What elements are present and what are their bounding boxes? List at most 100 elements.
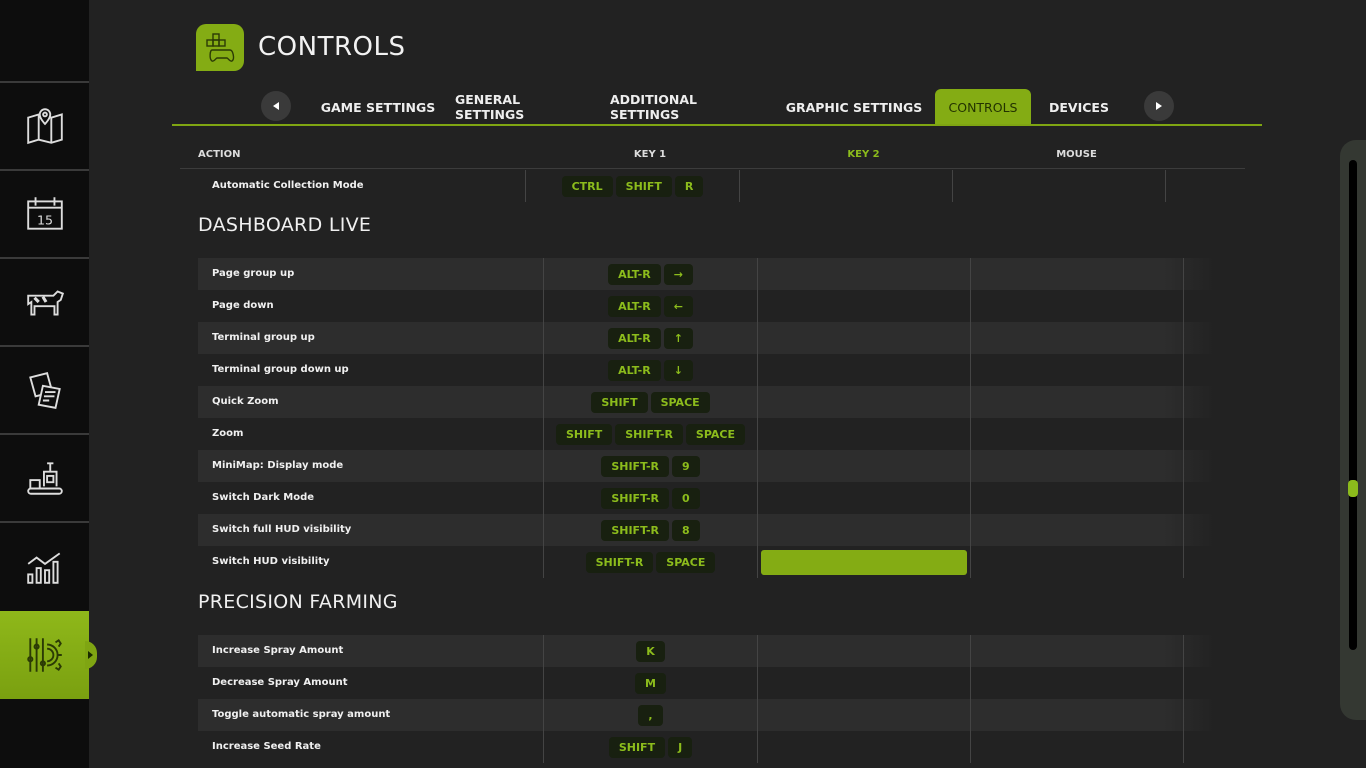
key-badge[interactable]: SPACE — [685, 423, 745, 445]
sidebar-item-statistics[interactable] — [0, 521, 89, 608]
sidebar-item-animals[interactable] — [0, 257, 89, 344]
key-badge[interactable]: 0 — [672, 487, 700, 509]
key-badge[interactable]: CTRL — [561, 175, 613, 197]
table-row[interactable]: Zoom SHIFT SHIFT-R SPACE — [198, 418, 1215, 450]
key1-cell[interactable]: SHIFT SPACE — [543, 386, 757, 418]
tab-next-button[interactable] — [1144, 91, 1174, 121]
key-badge[interactable]: SHIFT — [608, 736, 666, 758]
key1-cell[interactable]: SHIFT-R 8 — [543, 514, 757, 546]
sidebar-item-calendar[interactable]: 15 — [0, 169, 89, 256]
mouse-cell[interactable] — [970, 386, 1183, 418]
key2-cell[interactable] — [757, 635, 970, 667]
key2-cell[interactable] — [757, 699, 970, 731]
key-badge[interactable]: SHIFT-R — [601, 519, 669, 541]
extra-cell[interactable] — [1183, 418, 1215, 450]
key1-cell[interactable]: CTRL SHIFT R — [525, 170, 739, 202]
tab-general-settings[interactable]: GENERAL SETTINGS — [455, 92, 525, 122]
table-row[interactable]: Terminal group up ALT-R ↑ — [198, 322, 1215, 354]
extra-cell[interactable] — [1183, 514, 1215, 546]
table-row[interactable]: Switch HUD visibility SHIFT-R SPACE — [198, 546, 1215, 578]
key-badge[interactable]: R — [674, 175, 704, 197]
extra-cell[interactable] — [1183, 731, 1215, 763]
mouse-cell[interactable] — [970, 354, 1183, 386]
extra-cell[interactable] — [1183, 450, 1215, 482]
key-badge[interactable]: ALT-R — [608, 327, 661, 349]
table-row[interactable]: Increase Seed Rate SHIFT J — [198, 731, 1215, 763]
mouse-cell[interactable] — [970, 731, 1183, 763]
table-row[interactable]: Page group up ALT-R → — [198, 258, 1215, 290]
key2-cell[interactable] — [757, 450, 970, 482]
tab-controls[interactable]: CONTROLS — [935, 89, 1031, 125]
key1-cell[interactable]: ALT-R ↑ — [543, 322, 757, 354]
key1-cell[interactable]: K — [543, 635, 757, 667]
table-row[interactable]: Increase Spray Amount K — [198, 635, 1215, 667]
key1-cell[interactable]: SHIFT J — [543, 731, 757, 763]
extra-cell[interactable] — [1183, 290, 1215, 322]
extra-cell[interactable] — [1183, 258, 1215, 290]
scrollbar-thumb[interactable] — [1348, 480, 1358, 497]
table-row[interactable]: Terminal group down up ALT-R ↓ — [198, 354, 1215, 386]
table-row[interactable]: Page down ALT-R ← — [198, 290, 1215, 322]
key-badge[interactable]: ↑ — [663, 327, 693, 349]
key-badge[interactable]: 9 — [672, 455, 700, 477]
key1-cell[interactable]: SHIFT SHIFT-R SPACE — [543, 418, 757, 450]
table-row[interactable]: Switch Dark Mode SHIFT-R 0 — [198, 482, 1215, 514]
key-badge[interactable]: SHIFT — [591, 391, 648, 413]
key2-cell[interactable] — [757, 482, 970, 514]
key2-cell[interactable] — [757, 667, 970, 699]
key-badge[interactable]: ← — [663, 295, 693, 317]
key-badge[interactable]: SHIFT-R — [585, 551, 654, 573]
key-badge[interactable]: ALT-R — [608, 295, 661, 317]
table-row[interactable]: MiniMap: Display mode SHIFT-R 9 — [198, 450, 1215, 482]
mouse-cell[interactable] — [970, 418, 1183, 450]
mouse-cell[interactable] — [970, 699, 1183, 731]
extra-cell[interactable] — [1183, 667, 1215, 699]
key1-cell[interactable]: SHIFT-R SPACE — [543, 546, 757, 578]
mouse-cell[interactable] — [952, 170, 1165, 202]
key-badge[interactable]: J — [668, 736, 693, 758]
extra-cell[interactable] — [1183, 482, 1215, 514]
key-badge[interactable]: 8 — [672, 519, 700, 541]
key2-cell[interactable] — [757, 731, 970, 763]
table-row[interactable]: Switch full HUD visibility SHIFT-R 8 — [198, 514, 1215, 546]
tab-devices[interactable]: DEVICES — [1049, 99, 1109, 115]
key-badge[interactable]: SPACE — [656, 551, 716, 573]
key1-cell[interactable]: ALT-R ← — [543, 290, 757, 322]
table-row[interactable]: Automatic Collection Mode CTRL SHIFT R — [180, 170, 1185, 202]
mouse-cell[interactable] — [970, 546, 1183, 578]
key1-cell[interactable]: SHIFT-R 0 — [543, 482, 757, 514]
key-badge[interactable]: , — [638, 704, 663, 726]
key-badge[interactable]: ALT-R — [608, 263, 661, 285]
sidebar-item-settings[interactable] — [0, 611, 97, 699]
extra-cell[interactable] — [1183, 354, 1215, 386]
key2-cell[interactable] — [757, 386, 970, 418]
table-row[interactable]: Decrease Spray Amount M — [198, 667, 1215, 699]
extra-cell[interactable] — [1183, 635, 1215, 667]
key2-cell[interactable] — [757, 546, 970, 578]
tab-graphic-settings[interactable]: GRAPHIC SETTINGS — [785, 99, 923, 115]
tab-game-settings[interactable]: GAME SETTINGS — [320, 99, 436, 115]
key-badge[interactable]: K — [636, 640, 665, 662]
extra-cell[interactable] — [1183, 546, 1215, 578]
key2-cell[interactable] — [757, 354, 970, 386]
mouse-cell[interactable] — [970, 482, 1183, 514]
key2-cell[interactable] — [739, 170, 952, 202]
sidebar-item-map[interactable] — [0, 81, 89, 168]
key1-cell[interactable]: M — [543, 667, 757, 699]
key2-cell[interactable] — [757, 418, 970, 450]
key2-cell[interactable] — [757, 322, 970, 354]
mouse-cell[interactable] — [970, 514, 1183, 546]
key-badge[interactable]: SHIFT — [556, 423, 613, 445]
tab-prev-button[interactable] — [261, 91, 291, 121]
key-badge[interactable]: SHIFT-R — [615, 423, 683, 445]
key-badge[interactable]: → — [663, 263, 693, 285]
extra-cell[interactable] — [1183, 386, 1215, 418]
extra-cell[interactable] — [1165, 170, 1197, 202]
key-badge[interactable]: ↓ — [663, 359, 693, 381]
mouse-cell[interactable] — [970, 290, 1183, 322]
table-row[interactable]: Quick Zoom SHIFT SPACE — [198, 386, 1215, 418]
key1-cell[interactable]: ALT-R → — [543, 258, 757, 290]
mouse-cell[interactable] — [970, 635, 1183, 667]
key2-binding-selected[interactable] — [761, 549, 967, 575]
tab-additional-settings[interactable]: ADDITIONAL SETTINGS — [610, 92, 697, 122]
